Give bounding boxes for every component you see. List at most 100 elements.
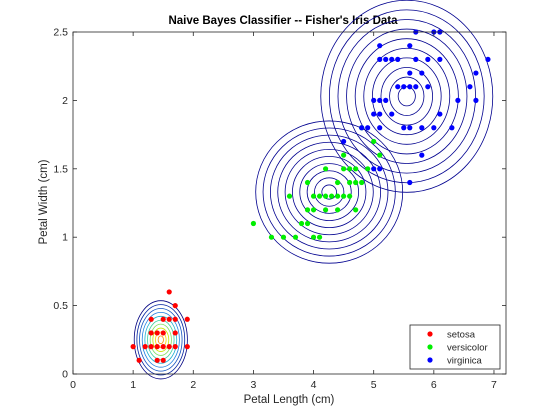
x-tick-label: 3 — [250, 379, 256, 391]
virginica-contour-6 — [354, 38, 459, 155]
setosa-point — [130, 344, 136, 350]
versicolor-point — [377, 152, 383, 158]
virginica-point — [377, 56, 383, 62]
setosa-point — [154, 330, 160, 336]
virginica-point — [473, 70, 479, 76]
setosa-point — [166, 316, 172, 322]
legend: setosa versicolor virginica — [409, 324, 501, 370]
versicolor-point — [292, 234, 299, 240]
virginica-point — [377, 43, 383, 49]
x-tick-label: 2 — [190, 379, 196, 391]
versicolor-point — [365, 166, 371, 172]
versicolor-contour-9 — [262, 127, 396, 257]
virginica-contour-8 — [337, 19, 476, 174]
setosa-contour-8 — [139, 308, 183, 372]
virginica-point — [389, 56, 395, 62]
legend-label-setosa: setosa — [447, 330, 476, 341]
y-tick-label: 2.5 — [53, 27, 68, 39]
virginica-point — [401, 84, 407, 90]
setosa-point — [160, 344, 166, 350]
legend-label-versicolor: versicolor — [447, 343, 488, 354]
x-tick-label: 4 — [311, 379, 317, 391]
virginica-point — [359, 125, 365, 131]
y-axis-label: Petal Width (cm) — [38, 159, 50, 244]
virginica-contour-10 — [320, 0, 494, 193]
versicolor-point — [310, 234, 317, 240]
versicolor-point — [353, 207, 359, 213]
versicolor-point — [341, 193, 347, 199]
virginica-point — [377, 125, 383, 131]
setosa-contour-10 — [133, 300, 188, 380]
setosa-contour-7 — [141, 312, 180, 368]
points-layer — [130, 29, 491, 363]
legend-box — [409, 324, 501, 370]
versicolor-point — [322, 207, 329, 213]
virginica-point — [419, 152, 425, 158]
virginica-point — [371, 97, 377, 103]
versicolor-point — [347, 179, 353, 186]
setosa-point — [154, 344, 160, 350]
x-tick-label: 5 — [371, 379, 377, 391]
setosa-point — [148, 316, 154, 322]
setosa-point — [160, 316, 166, 322]
versicolor-point — [310, 193, 317, 199]
virginica-point — [371, 166, 377, 172]
legend-marker-setosa — [427, 331, 433, 337]
versicolor-point — [322, 193, 329, 199]
virginica-point — [407, 84, 413, 90]
setosa-point — [136, 357, 142, 363]
setosa-point — [184, 316, 190, 322]
virginica-point — [371, 111, 377, 117]
versicolor-contour-5 — [292, 156, 367, 229]
setosa-point — [160, 330, 166, 336]
virginica-point — [437, 56, 443, 62]
virginica-contour-9 — [328, 9, 485, 184]
virginica-point — [473, 97, 479, 103]
versicolor-point — [316, 193, 323, 199]
versicolor-point — [353, 179, 359, 186]
virginica-point — [377, 166, 383, 172]
versicolor-contour-1 — [321, 184, 337, 200]
virginica-point — [425, 84, 431, 90]
setosa-contour-5 — [147, 319, 175, 360]
virginica-contour-3 — [380, 67, 433, 126]
versicolor-point — [341, 166, 347, 172]
setosa-point — [172, 316, 178, 322]
setosa-point — [166, 344, 172, 350]
setosa-contour-4 — [149, 323, 172, 356]
setosa-point — [160, 357, 166, 363]
x-tick-label: 7 — [491, 379, 497, 391]
virginica-point — [377, 111, 383, 117]
versicolor-point — [335, 207, 341, 213]
virginica-point — [455, 97, 461, 103]
axes: 0 1 2 3 4 5 6 7 0 0.5 1 1.5 2 2.5 — [53, 27, 507, 391]
virginica-point — [383, 56, 389, 62]
x-tick-label: 0 — [70, 379, 76, 391]
versicolor-point — [316, 234, 323, 240]
virginica-contour-1 — [397, 86, 416, 107]
virginica-point — [467, 84, 473, 90]
versicolor-contour-6 — [284, 148, 374, 236]
setosa-point — [172, 330, 178, 336]
versicolor-point — [328, 193, 335, 199]
virginica-point — [365, 125, 371, 131]
y-tick-label: 1 — [62, 232, 68, 244]
setosa-point — [172, 344, 178, 350]
virginica-point — [401, 125, 407, 131]
y-tick-label: 2 — [62, 95, 68, 107]
y-tick-label: 0 — [62, 369, 68, 381]
versicolor-point — [250, 220, 257, 227]
setosa-point — [172, 303, 178, 309]
versicolor-point — [304, 179, 311, 186]
virginica-point — [377, 97, 383, 103]
virginica-contour-7 — [346, 28, 468, 164]
versicolor-point — [341, 152, 347, 158]
versicolor-point — [280, 234, 287, 240]
legend-marker-versicolor — [427, 344, 433, 350]
setosa-point — [154, 357, 160, 363]
virginica-contour-5 — [363, 47, 451, 145]
setosa-point — [148, 330, 154, 336]
versicolor-point — [310, 207, 317, 213]
setosa-contour-6 — [144, 315, 178, 364]
